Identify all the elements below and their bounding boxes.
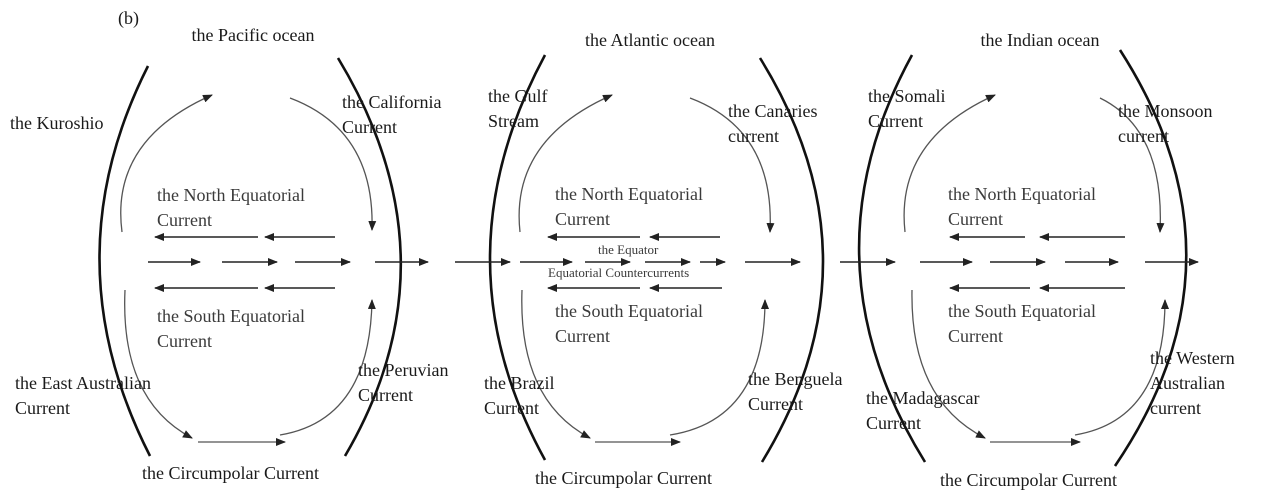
boundary-arc [98,65,152,457]
current-label: Australian [1150,373,1225,393]
current-label: the Circumpolar Current [142,463,319,483]
panel-label: (b) [118,8,139,29]
current-arrow [669,299,769,436]
boundary-arc [488,54,547,461]
current-label: the Monsoon [1118,101,1213,121]
current-label: current [728,126,779,146]
current-label: Current [748,394,803,414]
current-arrow [689,97,775,233]
current-label: the South Equatorial [555,301,703,321]
current-label: the Somali [868,86,946,106]
current-arrow [1099,97,1165,233]
current-label: the Peruvian [358,360,448,380]
current-label: current [1150,398,1201,418]
current-label: Current [342,117,397,137]
current-arrow [518,94,613,233]
current-label: the Madagascar [866,388,979,408]
current-arrow [1074,299,1169,436]
current-label: the East Australian [15,373,151,393]
current-arrow [911,289,986,439]
current-label: the Brazil [484,373,554,393]
current-label: the California [342,92,441,112]
current-label: the Circumpolar Current [535,468,712,488]
current-arrow [521,289,591,439]
current-label: Current [157,331,212,351]
current-label: the North Equatorial [948,184,1096,204]
current-label: Current [358,385,413,405]
current-arrow [120,94,213,233]
current-label: the Kuroshio [10,113,104,133]
boundary-arc [758,57,825,463]
current-label: Current [555,209,610,229]
boundaries [98,49,1188,467]
current-label: the South Equatorial [948,301,1096,321]
current-label: the Western [1150,348,1235,368]
current-label: Current [15,398,70,418]
current-label: Current [157,210,212,230]
current-label: Current [484,398,539,418]
equator-label: the Equator [598,242,659,257]
current-label: Current [948,209,1003,229]
boundary-arc [1113,49,1188,467]
countercurrents-label: Equatorial Countercurrents [548,265,689,280]
current-arrow [903,94,996,233]
current-label: Current [948,326,1003,346]
ocean-title: the Pacific ocean [192,25,315,45]
current-label: Stream [488,111,539,131]
current-label: the Circumpolar Current [940,470,1117,490]
ocean-title: the Atlantic ocean [585,30,715,50]
current-label: the Benguela [748,369,842,389]
current-label: Current [866,413,921,433]
current-arrow [124,289,193,439]
current-label: the South Equatorial [157,306,305,326]
ocean-title: the Indian ocean [981,30,1100,50]
current-arrow [279,299,376,436]
current-label: the North Equatorial [555,184,703,204]
current-label: current [1118,126,1169,146]
current-label: the Canaries [728,101,817,121]
current-label: the North Equatorial [157,185,305,205]
boundary-arc [336,57,403,457]
boundary-arc [857,54,927,463]
current-label: the Gulf [488,86,547,106]
current-label: Current [555,326,610,346]
current-label: Current [868,111,923,131]
current-arrow [289,97,377,231]
